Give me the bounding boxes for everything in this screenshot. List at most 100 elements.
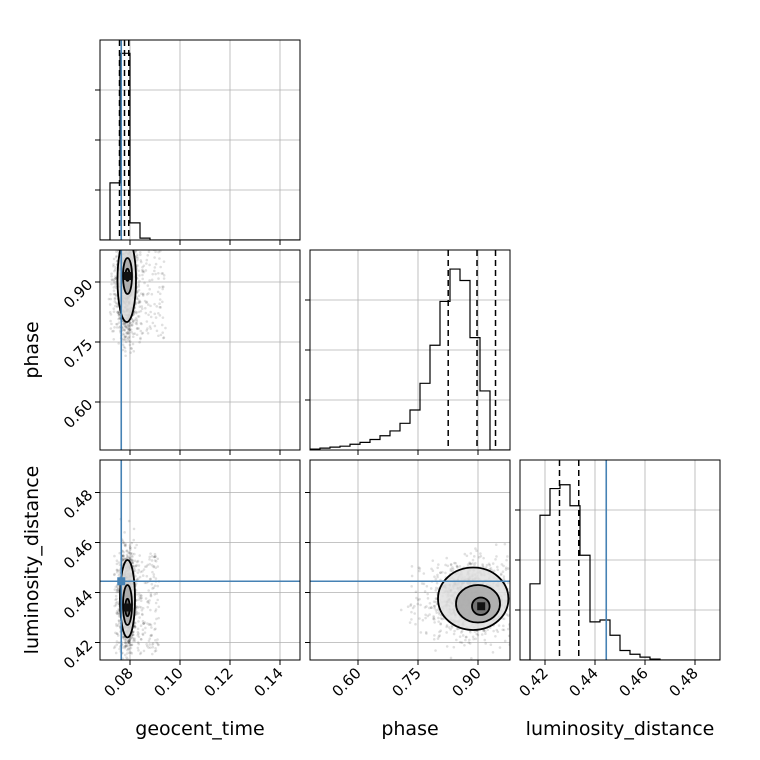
sample-point [159,234,162,237]
sample-point [602,624,605,627]
sample-point [133,567,136,571]
sample-point [496,630,500,634]
sample-point [548,633,551,636]
sample-point [133,332,137,335]
sample-point [147,250,151,253]
sample-point [142,568,146,571]
sample-point [134,574,137,578]
sample-point [126,332,129,336]
sample-point [129,351,132,354]
x-tick-label: 0.42 [515,664,551,700]
sample-point [612,600,615,603]
sample-point [140,560,144,564]
sample-point [129,551,133,555]
sample-point [164,326,167,330]
sample-point [153,555,156,559]
sample-point [112,292,116,296]
sample-point [114,282,118,285]
sample-point [131,232,134,235]
sample-point [149,594,153,597]
sample-point [512,615,515,618]
sample-point [151,272,155,276]
sample-point [148,244,151,247]
sample-point [121,241,124,244]
sample-point [148,279,151,282]
sample-point [138,299,141,302]
sample-point [118,572,122,575]
sample-point [471,558,475,562]
sample-point [136,290,139,294]
sample-point [487,562,491,566]
sample-point [515,595,518,598]
sample-point [139,329,143,333]
sample-point [127,640,130,644]
sample-point [524,595,527,598]
sample-point [140,608,144,612]
sample-point [126,324,130,327]
sample-point [135,322,139,326]
sample-point [438,634,441,637]
sample-point [126,639,130,643]
sample-point [132,247,135,250]
sample-point [125,246,128,249]
sample-point [588,640,591,643]
sample-point [435,611,439,614]
sample-point [126,648,129,652]
sample-point [460,631,463,634]
sample-point [472,637,475,641]
sample-point [116,610,120,614]
sample-point [522,547,525,550]
sample-point [121,558,125,561]
sample-point [121,554,125,557]
sample-point [423,606,427,609]
sample-point [124,638,127,642]
sample-point [433,606,436,610]
sample-point [430,606,433,610]
sample-point [115,597,118,601]
sample-point [424,631,428,634]
sample-point [126,219,129,222]
sample-point [123,335,127,339]
sample-point [126,337,129,341]
sample-point [138,279,141,283]
sample-point [153,649,157,653]
sample-point [117,312,121,315]
sample-point [449,656,453,660]
sample-point [148,599,151,602]
sample-point [158,292,162,296]
sample-point [517,561,520,564]
sample-point [444,571,447,575]
sample-point [116,585,119,588]
sample-point [139,606,143,609]
sample-point [136,297,139,301]
sample-point [140,268,144,272]
sample-point [122,345,126,349]
sample-point [115,600,119,604]
sample-point [122,555,125,558]
sample-point [399,608,403,612]
sample-point [428,601,432,605]
sample-point [514,641,517,644]
sample-point [150,652,154,656]
sample-point [131,335,135,339]
sample-point [123,557,127,561]
sample-point [123,328,126,331]
sample-point [112,646,116,650]
sample-point [117,314,121,317]
sample-point [132,320,135,323]
sample-point [108,311,112,314]
sample-point [491,562,495,565]
sample-point [419,603,422,607]
panel-content [100,219,300,450]
sample-point [584,580,587,583]
sample-point [433,618,436,621]
sample-point [499,572,503,576]
y-tick-label: 0.48 [60,486,96,522]
sample-point [507,623,510,626]
sample-point [503,639,507,643]
sample-point [135,564,139,567]
sample-point [118,317,121,320]
sample-point [125,322,129,326]
sample-point [136,315,140,318]
sample-point [610,628,613,631]
